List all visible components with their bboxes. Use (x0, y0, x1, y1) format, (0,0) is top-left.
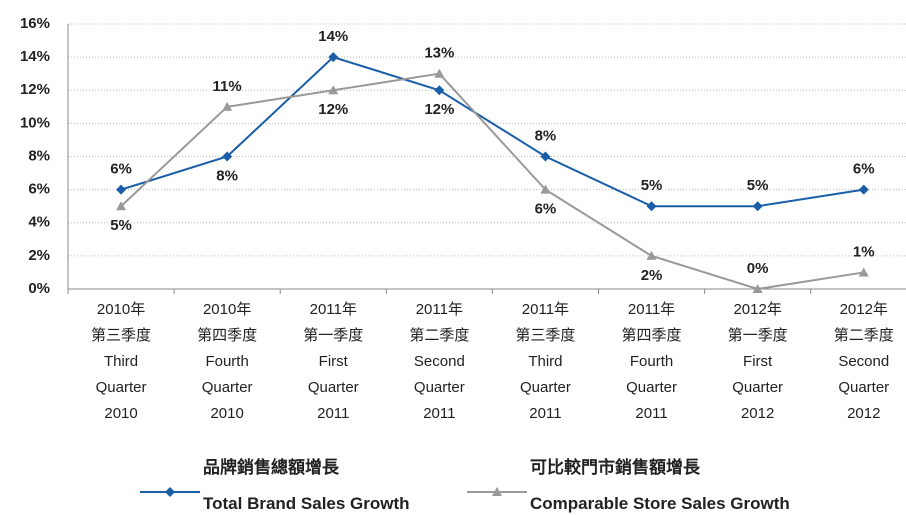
marker (646, 250, 657, 260)
y-tick-label: 8% (28, 147, 50, 164)
y-tick-label: 14% (20, 48, 50, 65)
data-label: 13% (424, 45, 454, 62)
x-tick-label: 2012年 第一季度 First Quarter 2012 (727, 301, 788, 422)
marker (328, 85, 339, 95)
x-tick-label: 2011年 第四季度 Fourth Quarter 2011 (621, 301, 682, 422)
marker (858, 184, 869, 195)
marker (328, 52, 339, 63)
data-label: 11% (213, 78, 242, 95)
y-tick-label: 12% (20, 81, 50, 98)
marker (434, 68, 445, 78)
marker (492, 487, 502, 496)
marker (540, 184, 551, 194)
x-tick-label: 2012年 第二季度 Second Quarter 2012 (833, 301, 894, 422)
data-label: 12% (424, 101, 454, 118)
marker (646, 201, 657, 212)
marker (540, 151, 551, 162)
marker (752, 201, 763, 212)
data-label: 14% (318, 28, 348, 45)
data-label: 2% (641, 267, 663, 284)
data-label: 5% (747, 177, 769, 194)
data-label: 5% (110, 217, 132, 234)
data-label: 8% (535, 127, 557, 144)
marker (116, 184, 127, 195)
y-tick-label: 16% (20, 15, 50, 32)
x-tick-label: 2011年 第二季度 Second Quarter 2011 (409, 301, 470, 422)
x-tick-label: 2010年 第四季度 Fourth Quarter 2010 (197, 301, 258, 422)
series-line (120, 72, 864, 291)
data-label: 0% (747, 260, 769, 277)
y-tick-label: 0% (28, 280, 50, 297)
marker (858, 267, 869, 277)
y-tick-label: 6% (28, 181, 50, 198)
data-label: 6% (110, 161, 132, 178)
legend-label: 可比較門市銷售額增長 Comparable Store Sales Growth (530, 458, 790, 513)
legend-label: 品牌銷售總額增長 Total Brand Sales Growth (203, 458, 410, 513)
y-tick-label: 10% (20, 114, 50, 131)
y-tick-label: 4% (28, 214, 50, 231)
marker (165, 487, 175, 497)
data-label: 5% (641, 177, 663, 194)
data-label: 6% (535, 201, 557, 218)
data-label: 1% (853, 243, 875, 260)
data-label: 12% (318, 101, 348, 118)
data-label: 6% (853, 161, 875, 178)
x-tick-label: 2011年 第一季度 First Quarter 2011 (303, 301, 364, 422)
x-tick-label: 2011年 第三季度 Third Quarter 2011 (515, 301, 576, 422)
marker (116, 201, 127, 211)
y-tick-label: 2% (28, 247, 50, 264)
x-tick-label: 2010年 第三季度 Third Quarter 2010 (91, 301, 152, 422)
marker (222, 151, 233, 162)
marker (434, 85, 445, 96)
data-label: 8% (216, 167, 238, 184)
series-line (120, 55, 864, 208)
marker (222, 101, 233, 111)
marker (752, 284, 763, 293)
